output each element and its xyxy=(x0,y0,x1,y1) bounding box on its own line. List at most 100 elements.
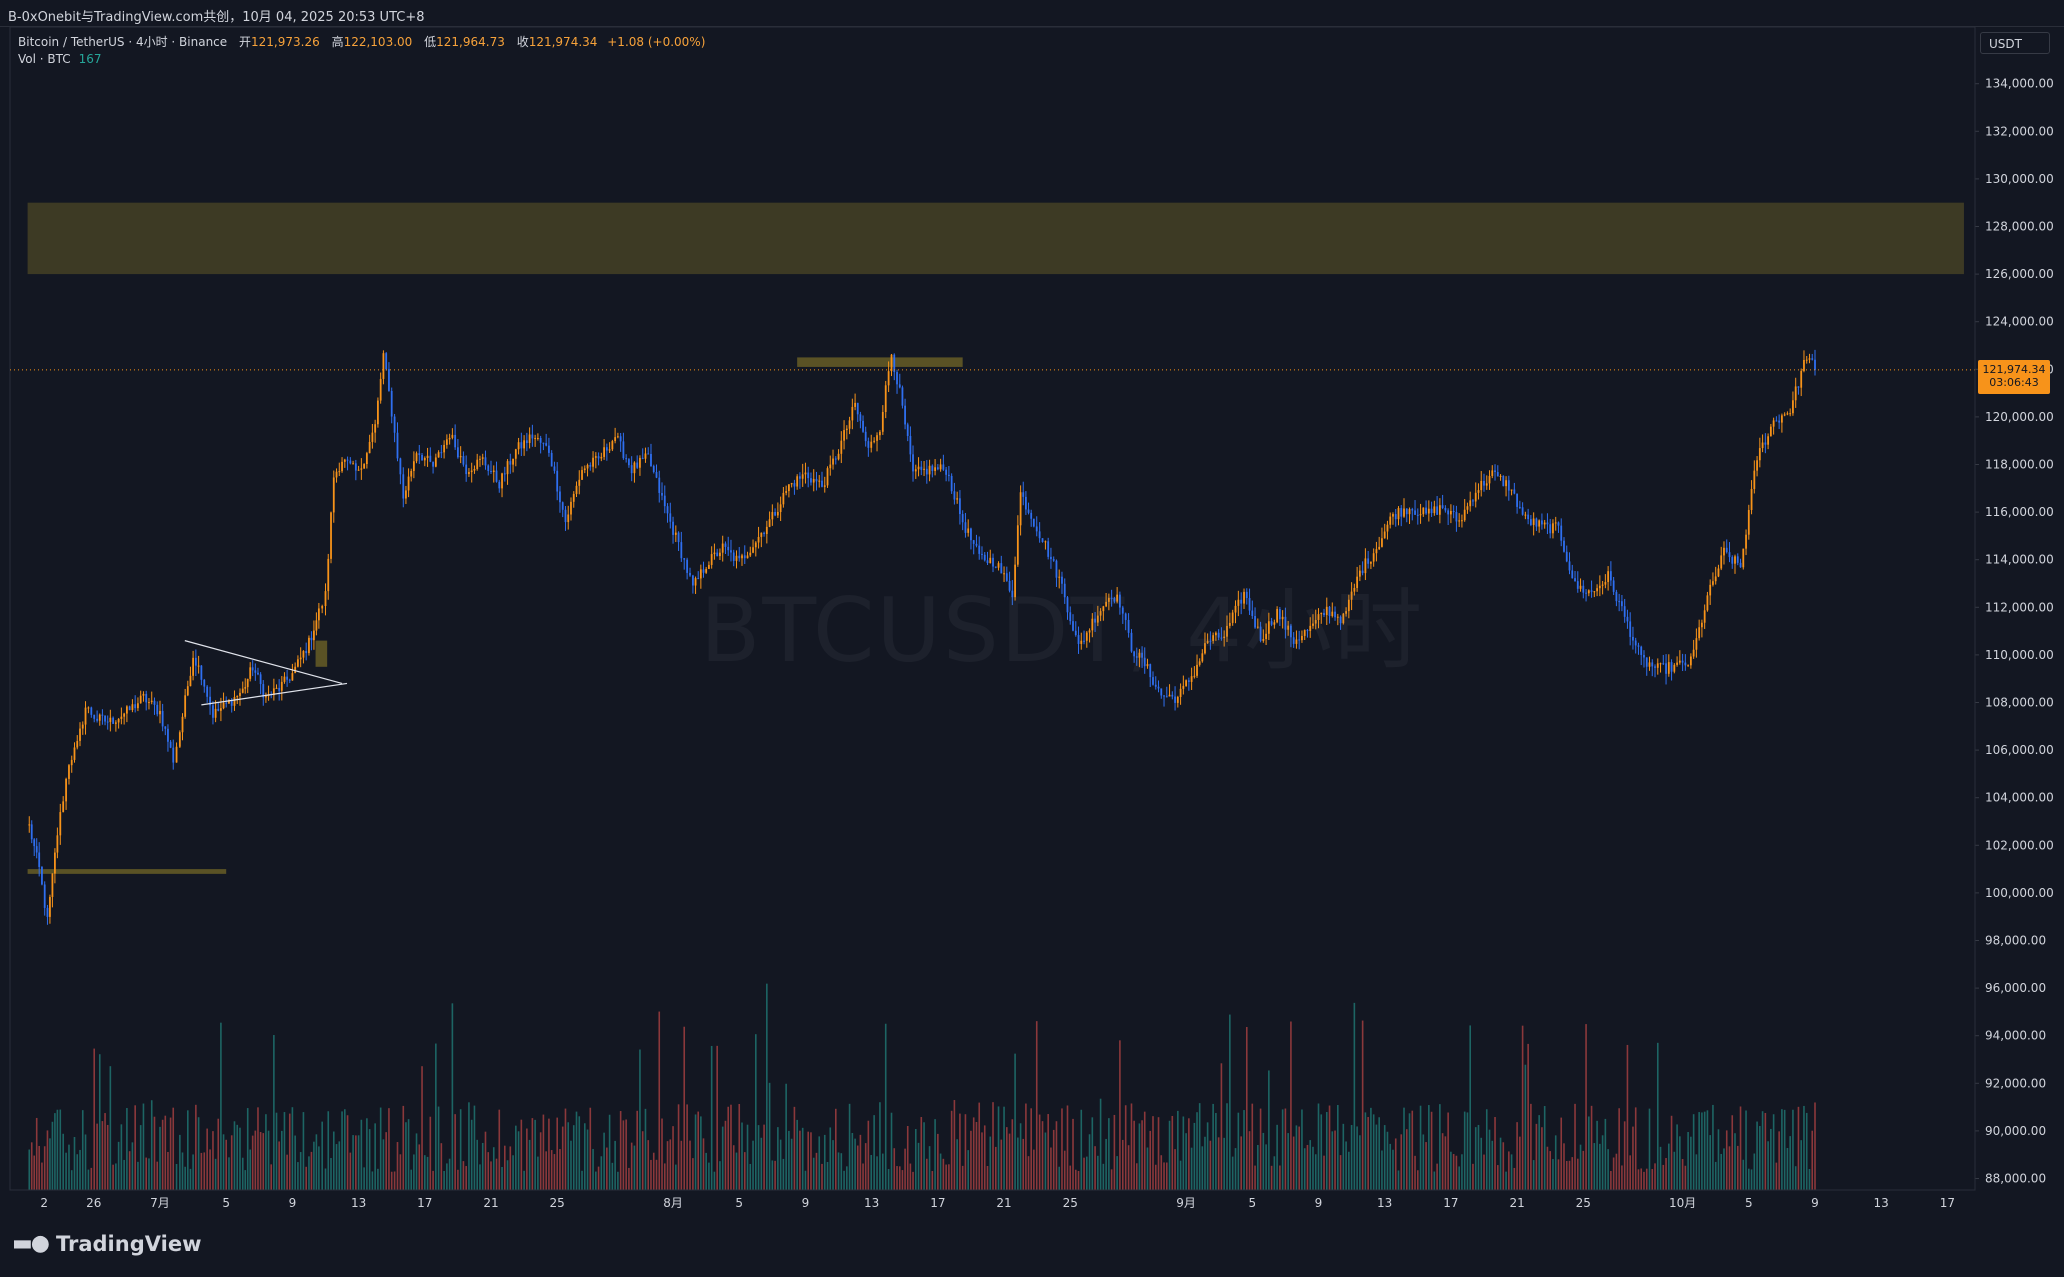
volume-label[interactable]: Vol · BTC xyxy=(18,52,71,66)
volume-bar xyxy=(1670,1115,1673,1190)
candle-body xyxy=(297,659,299,667)
volume-bar xyxy=(539,1132,542,1190)
candle-body xyxy=(559,491,561,503)
candle-body xyxy=(1814,359,1816,370)
x-tick-label: 7月 xyxy=(150,1196,170,1210)
volume-bar xyxy=(592,1148,594,1190)
volume-bar xyxy=(1463,1111,1466,1190)
candle-body xyxy=(1637,645,1640,647)
volume-bar xyxy=(1405,1129,1408,1190)
volume-bar xyxy=(1146,1147,1149,1190)
volume-bar xyxy=(1761,1111,1764,1190)
tradingview-logo[interactable]: ▬● TradingView xyxy=(12,1231,201,1256)
volume-bar xyxy=(476,1139,479,1190)
volume-bar xyxy=(1094,1146,1096,1190)
candle-body xyxy=(909,435,912,455)
volume-bar xyxy=(1121,1139,1124,1190)
volume-bar xyxy=(1127,1145,1130,1190)
candle-body xyxy=(1190,676,1193,682)
volume-bar xyxy=(790,1138,793,1190)
candle-body xyxy=(1217,632,1220,638)
candle-body xyxy=(754,542,757,548)
candle-body xyxy=(771,512,774,520)
share-caption: B-0xOnebit与TradingView.com共创，10月 04, 202… xyxy=(8,10,425,25)
volume-bar xyxy=(815,1152,818,1190)
candle-body xyxy=(98,714,101,721)
candle-body xyxy=(1615,591,1618,602)
symbol-label[interactable]: Bitcoin / TetherUS · 4小时 · Binance xyxy=(18,35,228,49)
candle-body xyxy=(961,514,964,523)
volume-bar xyxy=(928,1146,931,1190)
candle-body xyxy=(779,504,782,512)
volume-bar xyxy=(1141,1120,1143,1190)
candle-body xyxy=(1739,562,1742,568)
candle-body xyxy=(1347,599,1350,612)
volume-bar xyxy=(1643,1171,1645,1190)
volume-bar xyxy=(1513,1167,1516,1190)
candle-body xyxy=(1317,614,1320,621)
candle-body xyxy=(669,513,672,522)
price-legend-row: Bitcoin / TetherUS · 4小时 · Binance 开121,… xyxy=(18,34,705,51)
candle-body xyxy=(1403,508,1405,517)
volume-bar xyxy=(222,1134,225,1190)
candle-body xyxy=(904,405,906,425)
candle-body xyxy=(1422,507,1425,515)
candle-body xyxy=(1775,420,1778,422)
volume-bar xyxy=(1772,1114,1775,1190)
candle-body xyxy=(1543,522,1546,525)
candle-body xyxy=(788,484,790,492)
candle-body xyxy=(1598,585,1601,589)
volume-bar xyxy=(1229,1014,1231,1190)
candle-body xyxy=(1438,505,1441,515)
candle-body xyxy=(652,466,655,473)
volume-bar xyxy=(1290,1021,1292,1190)
candle-body xyxy=(975,543,978,546)
volume-bar xyxy=(1436,1163,1438,1190)
candle-body xyxy=(884,385,887,413)
candle-body xyxy=(1290,625,1292,638)
volume-bar xyxy=(1549,1151,1551,1190)
candle-body xyxy=(970,528,972,541)
volume-bar xyxy=(1634,1107,1637,1190)
plot-background xyxy=(9,26,1976,1191)
candle-body xyxy=(239,692,241,696)
candle-body xyxy=(28,824,31,826)
volume-bar xyxy=(1254,1165,1256,1190)
candle-body xyxy=(801,474,804,479)
volume-bar xyxy=(1786,1147,1789,1190)
candle-body xyxy=(1469,500,1472,507)
volume-bar xyxy=(1337,1105,1339,1190)
candle-body xyxy=(365,453,368,465)
candle-body xyxy=(123,713,126,717)
volume-bar xyxy=(294,1135,296,1190)
candle-body xyxy=(708,564,710,569)
candle-body xyxy=(1165,696,1168,698)
volume-bar xyxy=(950,1110,953,1190)
volume-bar xyxy=(1466,1112,1469,1190)
volume-bar xyxy=(1552,1159,1554,1190)
volume-bar xyxy=(1770,1128,1772,1190)
volume-bar xyxy=(273,1035,275,1190)
volume-bar xyxy=(299,1152,302,1190)
candle-body xyxy=(799,476,801,479)
volume-bar xyxy=(672,1126,674,1190)
volume-bar xyxy=(578,1116,581,1190)
candle-body xyxy=(186,686,189,696)
candle-body xyxy=(1105,601,1108,607)
volume-bar xyxy=(741,1122,743,1190)
volume-bar xyxy=(978,1102,981,1190)
volume-bar xyxy=(259,1132,262,1190)
currency-selector[interactable]: USDT xyxy=(1980,32,2050,54)
volume-bar xyxy=(249,1149,251,1190)
volume-bar xyxy=(51,1121,54,1190)
candle-body xyxy=(752,547,754,553)
candle-body xyxy=(1461,520,1463,522)
candle-body xyxy=(167,728,169,742)
candle-body xyxy=(46,907,49,917)
volume-bar xyxy=(572,1125,575,1190)
volume-bar xyxy=(1687,1132,1689,1190)
candle-body xyxy=(214,708,217,718)
x-tick-label: 26 xyxy=(86,1196,101,1210)
candle-body xyxy=(1074,630,1077,636)
